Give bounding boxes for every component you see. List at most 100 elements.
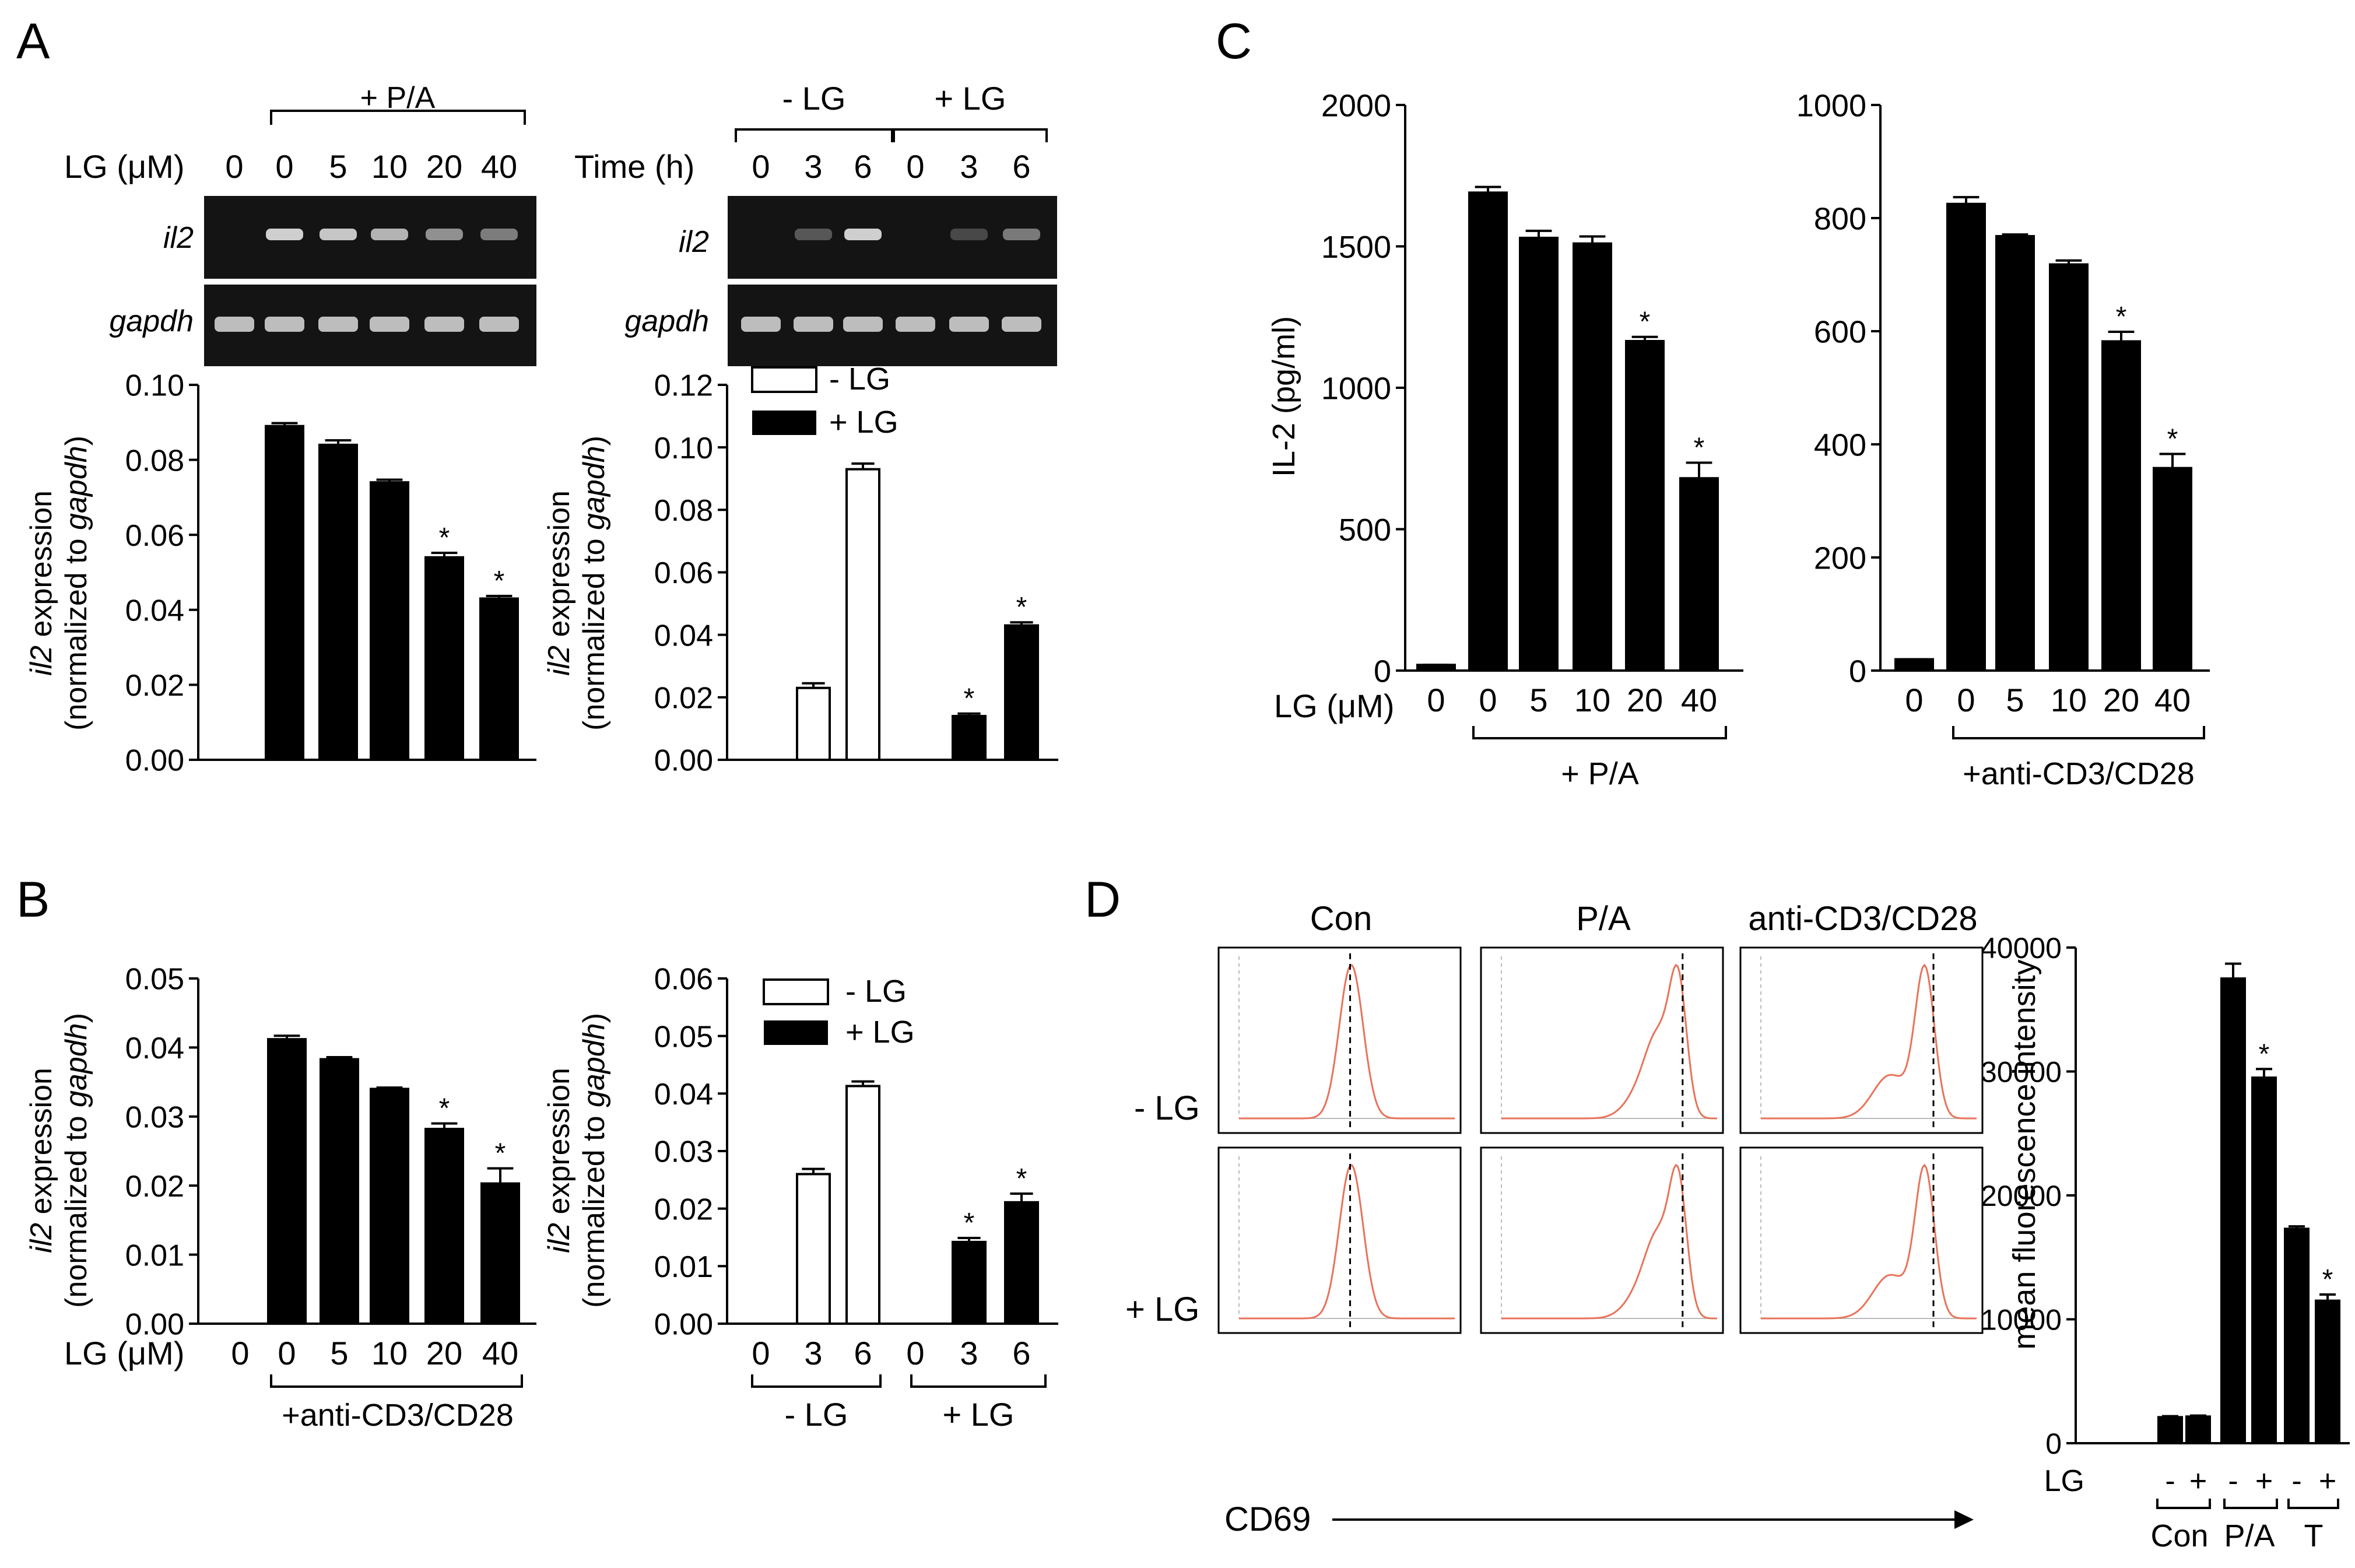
gel-band-il2 [371, 229, 408, 240]
gel-a-dose-ticks: 0 0 5 10 20 40 [225, 148, 517, 185]
y-tick-label: 1000 [1321, 371, 1391, 406]
significance-star: * [1016, 592, 1027, 623]
plus-lg-label: + LG [935, 80, 1006, 117]
svg-text:(normalized to gapdh): (normalized to gapdh) [59, 1013, 93, 1308]
gel-band-il2 [266, 229, 303, 240]
bar [796, 1173, 831, 1325]
svg-text:(normalized to gapdh): (normalized to gapdh) [59, 436, 93, 731]
bar [1573, 242, 1612, 672]
bar [2153, 466, 2192, 672]
x-tick-label: 20 [1627, 682, 1663, 718]
bar [267, 1038, 307, 1325]
flow-histogram-grid [1217, 946, 1984, 1334]
significance-star: * [2167, 423, 2178, 454]
y-tick-label: 0.04 [654, 1078, 713, 1111]
x-tick-label: 6 [854, 1335, 872, 1371]
lg-sign: - [2165, 1464, 2175, 1498]
gel-band-gapdh [741, 317, 781, 332]
panel-label-b: B [16, 872, 50, 928]
histogram-frame [1739, 946, 1984, 1134]
bar [796, 686, 831, 761]
gel-lane-label: 0 [752, 148, 770, 185]
bar [320, 1058, 359, 1325]
svg-text:(normalized to gapdh): (normalized to gapdh) [577, 436, 611, 731]
bar [2157, 1416, 2183, 1444]
significance-star: * [439, 1093, 450, 1124]
histogram-curve [1501, 1163, 1717, 1320]
svg-text:il2 expression: il2 expression [24, 1068, 58, 1253]
gel-lane-label: 0 [275, 148, 293, 185]
bar [2101, 340, 2141, 672]
chart-b2: 0.000.010.020.030.040.050.060 3 6 0*3*6 [654, 963, 1058, 1371]
histogram-frame [1217, 946, 1462, 1134]
y-tick-label: 0.02 [125, 669, 184, 703]
significance-star: * [1016, 1163, 1027, 1194]
bar [265, 425, 304, 761]
x-tick-label: 6 [1012, 1335, 1030, 1371]
bracket-b2-minus [751, 1374, 882, 1388]
y-tick-label: 0 [2045, 1427, 2062, 1460]
bar [318, 443, 358, 761]
svg-text:il2 expression: il2 expression [542, 490, 576, 676]
bar [370, 481, 409, 761]
y-tick-label: 10000 [1981, 1304, 2062, 1337]
gel-band-il2 [1003, 229, 1040, 240]
gel-lane-label: 0 [906, 148, 924, 185]
y-tick-label: 0.01 [125, 1239, 184, 1272]
bracket-d-pa [2223, 1499, 2278, 1509]
y-tick-label: 0.01 [654, 1250, 713, 1284]
svg-text:il2 expression: il2 expression [24, 490, 58, 676]
gel-band-gapdh [794, 317, 833, 332]
significance-star: * [439, 522, 450, 553]
bar [1894, 658, 1934, 672]
chart-d: 0 10000 20000 30000 40000 * * [1981, 932, 2350, 1460]
histogram-curve [1761, 1163, 1977, 1320]
bar [2315, 1299, 2340, 1444]
y-tick-label: 0.06 [654, 556, 713, 590]
y-tick-label: 0.10 [125, 369, 184, 403]
x-tick-label: 20 [426, 1335, 462, 1371]
x-tick-label: 0 [278, 1335, 296, 1371]
col-label-con: Con [1310, 900, 1372, 938]
y-tick-label: 800 [1814, 201, 1866, 236]
col-label-anticd: anti-CD3/CD28 [1748, 900, 1977, 938]
significance-star: * [964, 1208, 975, 1239]
group-label-pa: P/A [2224, 1518, 2275, 1553]
legend-swatch-plus-lg-b [764, 1020, 828, 1045]
y-tick-label: 30000 [1981, 1056, 2062, 1089]
y-tick-label: 40000 [1981, 932, 2062, 964]
legend-label-minus-lg: - LG [829, 362, 890, 397]
bar [1679, 477, 1719, 672]
bar [424, 1128, 464, 1325]
y-tick-label: 0.10 [654, 432, 713, 465]
x-tick-label: 0 [1427, 682, 1445, 718]
significance-star: * [1694, 433, 1705, 464]
significance-star: * [494, 566, 505, 597]
histogram-curve [1239, 1164, 1455, 1320]
legend-swatch-minus-lg [751, 366, 817, 393]
gel-lane-label: 10 [371, 148, 408, 185]
pa-label: + P/A [360, 81, 436, 115]
minus-lg-label: - LG [782, 80, 846, 117]
gel-lane-label: 40 [481, 148, 517, 185]
gel-band-gapdh [896, 317, 935, 332]
bar [1995, 235, 2035, 672]
significance-star: * [2322, 1264, 2333, 1295]
svg-text:il2 expression: il2 expression [542, 1068, 576, 1253]
histogram-frame [1739, 1146, 1984, 1334]
x-tick-label: 5 [1529, 682, 1547, 718]
y-axis-title-b2: il2 expression (normalized to gapdh) [542, 1013, 611, 1308]
bar [1625, 339, 1665, 672]
histogram-curve [1239, 964, 1455, 1120]
gel-panel-a-left: + P/A LG (μM) 0 0 5 10 20 40 il2 gapdh [64, 81, 536, 366]
x-tick-label: 40 [2154, 682, 2191, 718]
x-tick-label: 40 [482, 1335, 518, 1371]
significance-star: * [2259, 1039, 2270, 1069]
x-tick-label: 40 [1681, 682, 1717, 718]
y-tick-label: 0.04 [125, 1032, 184, 1065]
x-tick-label: 3 [960, 1335, 978, 1371]
